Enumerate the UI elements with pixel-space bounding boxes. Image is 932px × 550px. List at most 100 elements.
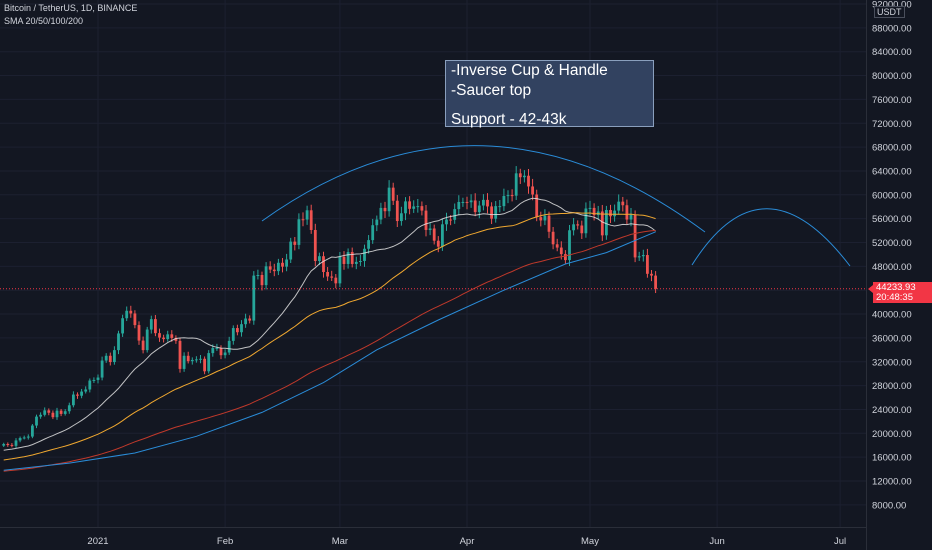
candle-body (473, 200, 477, 213)
candle-body (387, 187, 391, 212)
candle-body (313, 229, 317, 261)
candle-body (113, 350, 116, 363)
y-tick-label: 64000.00 (872, 166, 912, 177)
annotation-line: -Inverse Cup & Handle (451, 62, 608, 79)
price-axis: 8000.00 12000.00 16000.00 20000.00 24000.00 2… (872, 0, 912, 511)
candle-body (457, 201, 461, 210)
symbol-title[interactable]: Bitcoin / TetherUS, 1D, BINANCE (4, 3, 138, 13)
candle-body (211, 348, 215, 354)
candle-body (260, 274, 264, 286)
candle-body (621, 201, 625, 206)
candle-body (195, 359, 198, 361)
candle-body (490, 206, 493, 219)
candle-body (432, 228, 436, 241)
candle-body (256, 274, 260, 276)
candle-body (174, 337, 178, 341)
candle-body (264, 266, 268, 286)
sma-200-line (3, 231, 656, 471)
candle-body (301, 219, 305, 221)
x-tick-label: Jul (834, 536, 846, 547)
candle-body (498, 206, 502, 208)
candle-body (39, 414, 42, 417)
candle-body (424, 210, 428, 230)
candle-body (199, 358, 202, 360)
candle-body (18, 438, 22, 441)
candle-body (236, 328, 239, 333)
candle-body (342, 256, 346, 264)
sma-20-line (3, 197, 656, 451)
y-tick-label: 12000.00 (872, 477, 912, 488)
candle-body (47, 410, 51, 413)
last-price-value: 44233.93 (876, 282, 916, 293)
x-tick-label: May (581, 536, 599, 547)
candle-body (465, 201, 469, 203)
candle-body (547, 215, 551, 232)
candle-body (408, 201, 411, 209)
candle-body (572, 224, 575, 231)
candle-body (436, 240, 440, 247)
candle-body (527, 175, 530, 187)
candle-body (379, 207, 383, 220)
candle-body (428, 228, 432, 230)
candle-body (59, 410, 63, 414)
drawings[interactable] (261, 145, 851, 267)
candle-body (646, 255, 649, 274)
candle-body (88, 380, 92, 390)
candle-body (518, 173, 522, 178)
candle-body (580, 225, 584, 234)
y-tick-label: 32000.00 (872, 357, 912, 368)
y-tick-label: 52000.00 (872, 238, 912, 249)
candle-body (14, 440, 18, 446)
candle-body (104, 355, 108, 361)
candle-body (22, 437, 26, 439)
sma-50-line (3, 212, 656, 461)
candle-body (108, 355, 112, 363)
candle-body (281, 262, 284, 267)
annotation-line (451, 101, 648, 110)
y-tick-label: 20000.00 (872, 429, 912, 440)
y-tick-label: 56000.00 (872, 214, 912, 225)
candle-body (629, 214, 633, 220)
candle-body (129, 310, 133, 314)
candle-body (100, 360, 104, 378)
candle-body (404, 201, 407, 214)
candle-body (166, 334, 170, 340)
candle-body (375, 219, 379, 226)
candle-body (31, 425, 34, 437)
candle-body (277, 262, 280, 272)
candle-body (207, 353, 211, 372)
candle-body (346, 252, 350, 264)
candle-body (26, 436, 30, 438)
candle-body (182, 355, 186, 369)
candle-body (559, 247, 563, 255)
candle-body (92, 379, 96, 381)
candle-body (293, 241, 297, 245)
candle-body (80, 391, 83, 396)
candle-body (420, 206, 424, 211)
x-tick-label: Feb (217, 536, 233, 547)
annotation-line: -Saucer top (451, 82, 532, 99)
candle-body (285, 259, 288, 267)
candle-body (539, 217, 543, 221)
y-tick-label: 72000.00 (872, 119, 912, 130)
y-tick-label: 8000.00 (872, 500, 906, 511)
candle-body (252, 275, 256, 321)
candle-body (592, 207, 596, 216)
candle-body (506, 195, 510, 197)
candle-body (215, 348, 219, 350)
y-tick-label: 16000.00 (872, 453, 912, 464)
candle-body (223, 352, 227, 356)
indicator-legend[interactable]: SMA 20/50/100/200 (4, 16, 84, 26)
candle-body (240, 324, 243, 333)
annotation-box[interactable]: -Inverse Cup & Handle -Saucer top Suppor… (445, 60, 654, 128)
candle-body (162, 337, 165, 340)
last-price-badge: 44233.93 20:48:35 (868, 282, 932, 303)
candle-body (531, 186, 534, 195)
projected-handle-arc (691, 208, 851, 267)
candle-body (158, 333, 161, 338)
candle-body (371, 225, 375, 241)
candle-body (494, 206, 498, 219)
candle-body (600, 211, 604, 236)
